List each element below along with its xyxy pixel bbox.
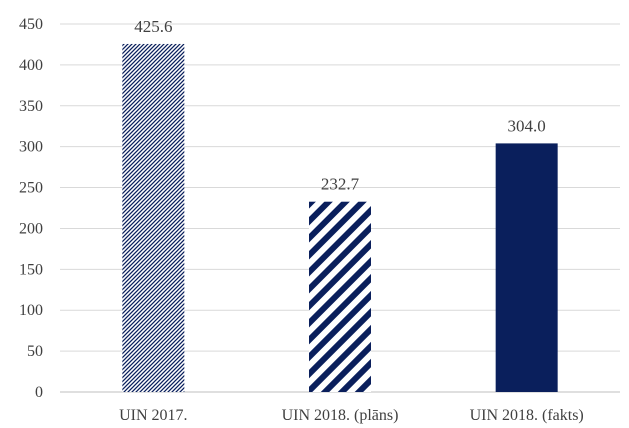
y-tick-label: 50: [27, 343, 43, 360]
y-tick-label: 400: [19, 57, 43, 74]
labels: 425.6 UIN 2017. 232.7 UIN 2018. (plāns) 304.…: [119, 17, 584, 424]
y-tick-label: 250: [19, 180, 43, 197]
y-tick-label: 100: [19, 302, 43, 319]
x-tick-label: UIN 2017.: [119, 407, 187, 424]
y-tick-label: 350: [19, 98, 43, 115]
x-tick-label: UIN 2018. (fakts): [470, 407, 584, 424]
bars: [122, 43, 558, 393]
y-tick-label: 0: [35, 384, 43, 401]
y-axis: 0 50 100 150 200 250 300 350 400 450: [19, 16, 43, 401]
y-tick-label: 450: [19, 16, 43, 33]
y-tick-label: 200: [19, 220, 43, 237]
bar: [309, 201, 371, 392]
y-tick-label: 150: [19, 261, 43, 278]
y-tick-label: 300: [19, 139, 43, 156]
bar: [122, 43, 185, 393]
data-label: 304.0: [508, 116, 546, 135]
bar: [495, 143, 558, 392]
data-label: 425.6: [134, 17, 172, 36]
data-label: 232.7: [321, 175, 360, 194]
x-tick-label: UIN 2018. (plāns): [282, 407, 399, 424]
